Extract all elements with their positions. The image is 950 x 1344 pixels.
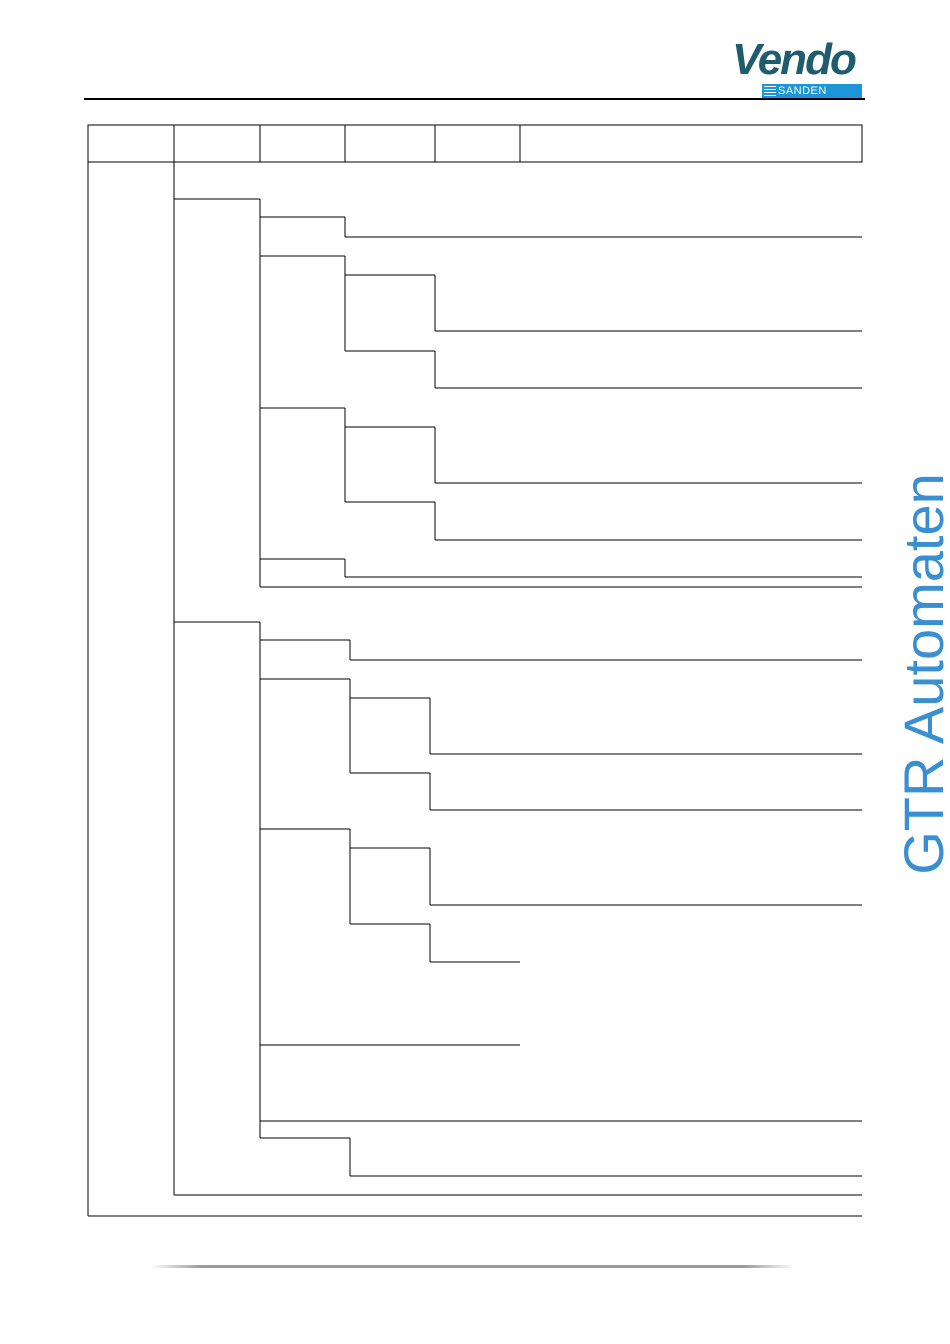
tree-group-2 <box>174 621 862 1177</box>
header-frame <box>87 124 863 163</box>
logo-stripes-icon <box>764 86 776 96</box>
header-rule <box>84 98 865 100</box>
side-brand-label: GTR Automaten <box>892 473 950 875</box>
footer-rule <box>150 1265 795 1268</box>
vendo-sanden-logo: Vendo SANDEN <box>722 38 864 100</box>
logo-subbrand: SANDEN <box>778 85 827 97</box>
logo-wordmark: Vendo <box>732 35 857 84</box>
tree-group-1 <box>174 198 862 588</box>
side-brand-text: GTR Automaten <box>892 464 950 884</box>
table-header-row <box>87 124 863 163</box>
logo-subbrand-bar <box>762 84 862 98</box>
